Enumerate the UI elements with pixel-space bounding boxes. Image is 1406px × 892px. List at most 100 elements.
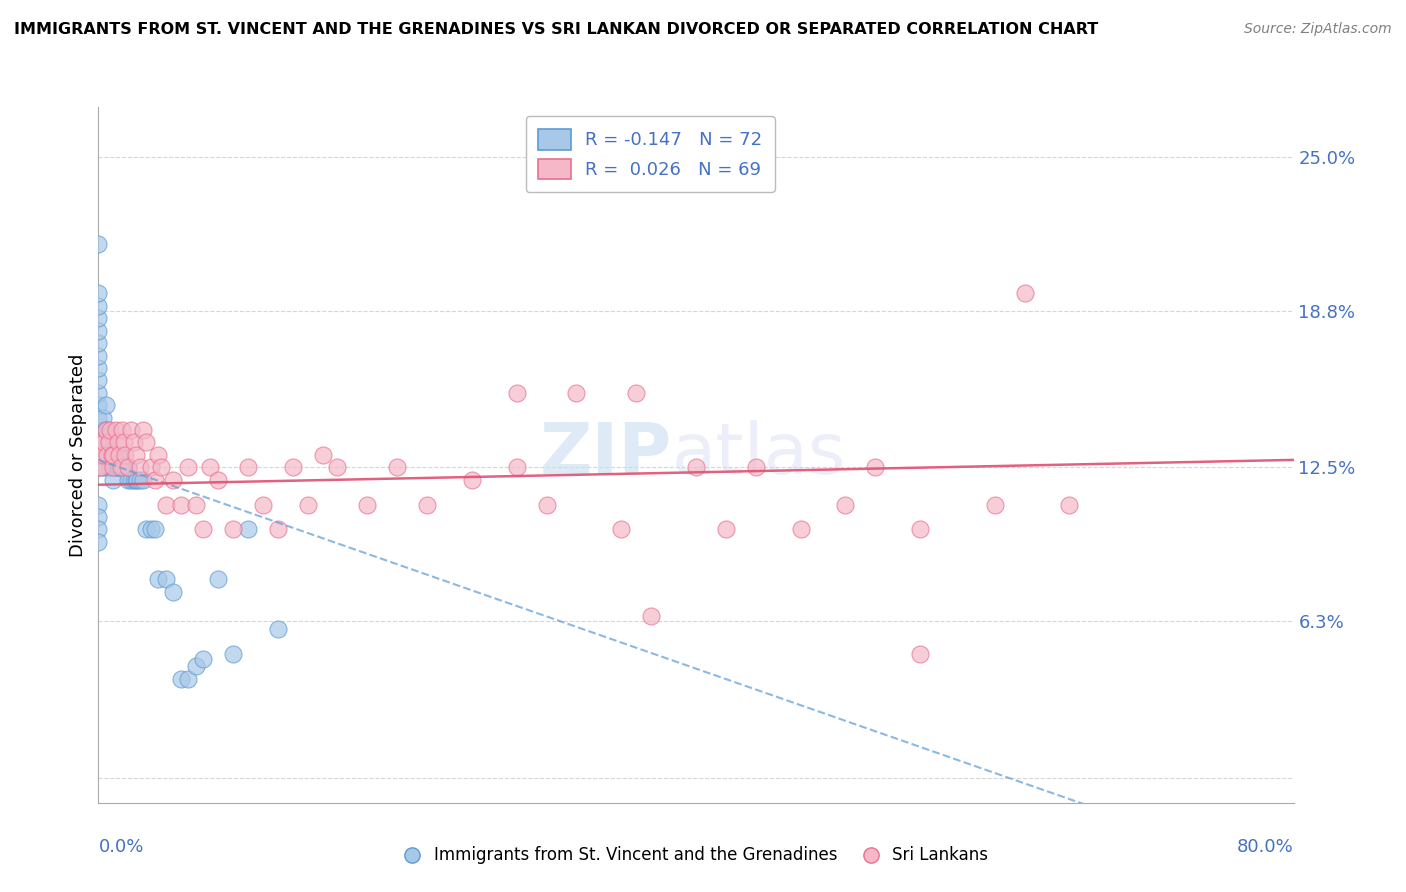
Point: [129, 473, 152, 487]
Point: [139, 460, 162, 475]
Point: [94, 423, 117, 437]
Point: [90, 460, 112, 475]
Point: [87, 311, 110, 326]
Point: [108, 448, 131, 462]
Point: [745, 460, 768, 475]
Point: [87, 498, 110, 512]
Point: [297, 498, 319, 512]
Point: [87, 460, 110, 475]
Point: [129, 460, 152, 475]
Point: [97, 435, 120, 450]
Point: [565, 385, 588, 400]
Point: [120, 473, 142, 487]
Point: [91, 410, 114, 425]
Text: IMMIGRANTS FROM ST. VINCENT AND THE GRENADINES VS SRI LANKAN DIVORCED OR SEPARAT: IMMIGRANTS FROM ST. VINCENT AND THE GREN…: [14, 22, 1098, 37]
Point: [101, 448, 124, 462]
Point: [94, 448, 117, 462]
Point: [169, 672, 191, 686]
Point: [91, 423, 114, 437]
Point: [103, 460, 125, 475]
Point: [124, 435, 146, 450]
Point: [356, 498, 378, 512]
Point: [155, 572, 177, 586]
Point: [191, 651, 214, 665]
Point: [685, 460, 707, 475]
Point: [94, 460, 117, 475]
Point: [101, 460, 124, 475]
Point: [117, 473, 139, 487]
Point: [207, 572, 229, 586]
Point: [124, 473, 146, 487]
Point: [98, 460, 122, 475]
Point: [90, 448, 112, 462]
Point: [125, 473, 148, 487]
Point: [87, 299, 110, 313]
Text: 0.0%: 0.0%: [98, 838, 143, 855]
Point: [103, 473, 125, 487]
Point: [177, 672, 200, 686]
Point: [114, 448, 136, 462]
Point: [87, 349, 110, 363]
Point: [135, 435, 157, 450]
Point: [326, 460, 349, 475]
Point: [132, 423, 155, 437]
Point: [98, 448, 122, 462]
Y-axis label: Divorced or Separated: Divorced or Separated: [69, 353, 87, 557]
Point: [184, 659, 207, 673]
Point: [536, 498, 558, 512]
Point: [865, 460, 887, 475]
Point: [94, 423, 117, 437]
Point: [87, 448, 110, 462]
Text: atlas: atlas: [672, 420, 846, 490]
Point: [1014, 286, 1036, 301]
Point: [97, 435, 120, 450]
Point: [87, 286, 110, 301]
Point: [94, 398, 117, 412]
Point: [626, 385, 648, 400]
Point: [184, 498, 207, 512]
Point: [714, 523, 737, 537]
Point: [207, 473, 229, 487]
Point: [111, 460, 134, 475]
Point: [105, 460, 128, 475]
Point: [139, 523, 162, 537]
Point: [107, 460, 129, 475]
Point: [93, 435, 115, 450]
Point: [984, 498, 1007, 512]
Text: ZIP: ZIP: [540, 420, 672, 490]
Point: [236, 460, 259, 475]
Point: [143, 523, 166, 537]
Point: [908, 523, 931, 537]
Point: [105, 423, 128, 437]
Point: [461, 473, 484, 487]
Point: [87, 460, 110, 475]
Text: 80.0%: 80.0%: [1237, 838, 1294, 855]
Point: [117, 460, 139, 475]
Point: [96, 423, 118, 437]
Point: [110, 460, 132, 475]
Point: [87, 324, 110, 338]
Point: [1059, 498, 1081, 512]
Point: [143, 473, 166, 487]
Point: [96, 448, 118, 462]
Point: [236, 523, 259, 537]
Point: [125, 448, 148, 462]
Point: [834, 498, 856, 512]
Point: [87, 448, 110, 462]
Point: [281, 460, 304, 475]
Point: [103, 448, 125, 462]
Point: [87, 435, 110, 450]
Point: [107, 435, 129, 450]
Point: [610, 523, 633, 537]
Point: [169, 498, 191, 512]
Point: [90, 460, 112, 475]
Point: [91, 448, 114, 462]
Point: [87, 534, 110, 549]
Point: [87, 360, 110, 375]
Point: [87, 423, 110, 437]
Point: [155, 498, 177, 512]
Point: [103, 448, 125, 462]
Point: [110, 448, 132, 462]
Point: [91, 435, 114, 450]
Point: [117, 460, 139, 475]
